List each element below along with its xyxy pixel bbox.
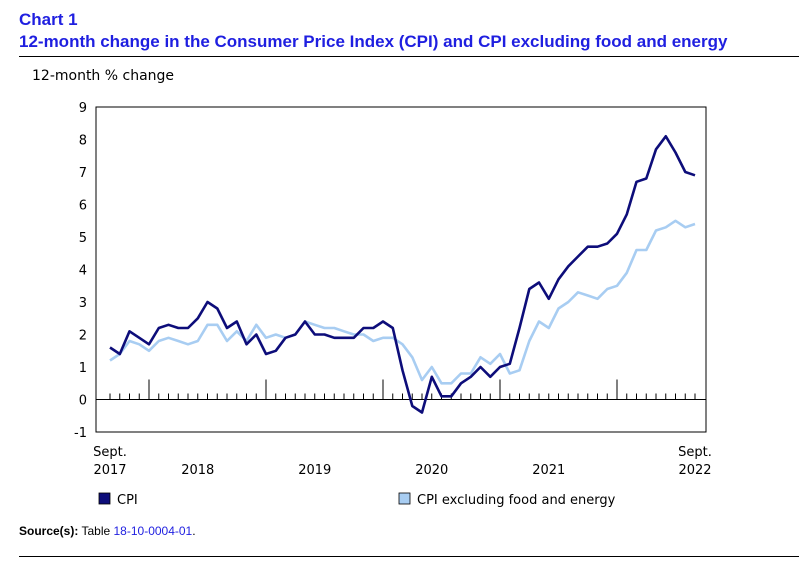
source-text: Table — [81, 524, 111, 538]
x-tick-label: 2021 — [532, 463, 565, 478]
top-rule — [19, 56, 799, 57]
chart-label: Chart 1 — [19, 10, 78, 29]
y-tick-label: 0 — [79, 394, 87, 409]
y-tick-label: -1 — [74, 426, 87, 441]
y-tick-label: 6 — [79, 199, 87, 214]
source-table-link[interactable]: 18-10-0004-01 — [113, 524, 193, 538]
source-label: Source(s): — [19, 524, 79, 538]
x-tick-label: 2017 — [93, 463, 126, 478]
series-line-cpi — [109, 135, 696, 414]
legend-swatch-cpi-ex — [398, 492, 411, 505]
plot-frame — [95, 106, 707, 433]
x-tick-label: 2020 — [415, 463, 448, 478]
x-tick-label: 2022 — [678, 463, 711, 478]
x-tick-label-top: Sept. — [93, 445, 127, 460]
y-tick-label: 3 — [79, 296, 87, 311]
y-axis-title: 12-month % change — [32, 68, 174, 84]
y-axis-ticks: -1 0 1 2 3 4 5 6 7 8 9 — [74, 101, 87, 441]
x-tick-label: 2018 — [181, 463, 214, 478]
y-tick-label: 5 — [79, 231, 87, 246]
source-note: Source(s): Table 18-10-0004-01. — [19, 524, 196, 538]
source-suffix: . — [192, 524, 196, 538]
y-tick-label: 1 — [79, 361, 87, 376]
series-line-cpi-ex — [109, 219, 696, 385]
y-tick-label: 4 — [79, 264, 87, 279]
legend-swatch-cpi — [98, 492, 111, 505]
bottom-rule — [19, 556, 799, 557]
y-tick-label: 2 — [79, 329, 87, 344]
legend-label-cpi-ex: CPI excluding food and energy — [417, 493, 616, 508]
y-tick-label: 8 — [79, 134, 87, 149]
chart-title: 12-month change in the Consumer Price In… — [19, 32, 728, 51]
x-axis-ticks — [109, 379, 696, 400]
x-tick-label: 2019 — [298, 463, 331, 478]
y-tick-label: 9 — [79, 101, 87, 116]
x-axis-labels: Sept. 2017 2018 2019 2020 2021 Sept. 2022 — [93, 445, 712, 478]
legend-label-cpi: CPI — [117, 493, 138, 508]
x-tick-label-top: Sept. — [678, 445, 712, 460]
series-lines — [109, 135, 696, 414]
y-tick-label: 7 — [79, 166, 87, 181]
